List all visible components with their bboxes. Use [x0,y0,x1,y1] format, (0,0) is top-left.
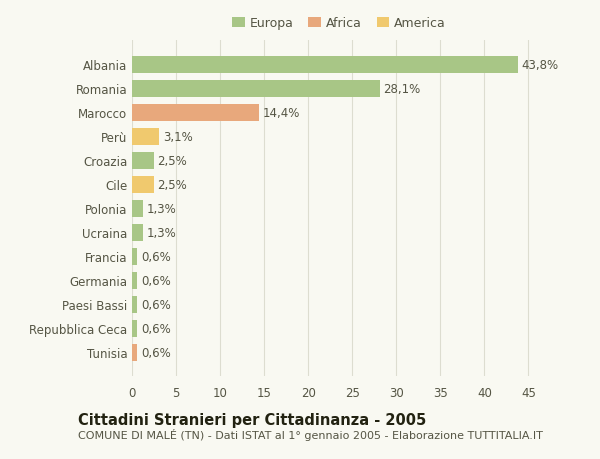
Text: 2,5%: 2,5% [158,179,187,191]
Text: 1,3%: 1,3% [147,226,177,239]
Bar [132,224,143,241]
Bar [132,296,137,313]
Bar [132,200,143,218]
Bar [132,56,518,74]
Text: Cittadini Stranieri per Cittadinanza - 2005: Cittadini Stranieri per Cittadinanza - 2… [78,413,426,428]
Text: 0,6%: 0,6% [141,322,170,335]
Text: 1,3%: 1,3% [147,202,177,215]
Bar [132,320,137,337]
Bar [132,344,137,361]
Text: 14,4%: 14,4% [262,106,300,119]
Text: 0,6%: 0,6% [141,250,170,263]
Bar [132,105,259,122]
Text: 0,6%: 0,6% [141,274,170,287]
Bar [132,272,137,289]
Bar [132,80,380,98]
Text: 43,8%: 43,8% [521,59,559,72]
Text: 0,6%: 0,6% [141,298,170,311]
Bar [132,248,137,265]
Text: 2,5%: 2,5% [158,155,187,168]
Text: COMUNE DI MALÉ (TN) - Dati ISTAT al 1° gennaio 2005 - Elaborazione TUTTITALIA.IT: COMUNE DI MALÉ (TN) - Dati ISTAT al 1° g… [78,428,543,440]
Bar [132,152,154,169]
Bar [132,129,160,146]
Bar [132,176,154,194]
Text: 3,1%: 3,1% [163,130,193,144]
Legend: Europa, Africa, America: Europa, Africa, America [232,17,446,30]
Text: 28,1%: 28,1% [383,83,420,95]
Text: 0,6%: 0,6% [141,346,170,359]
